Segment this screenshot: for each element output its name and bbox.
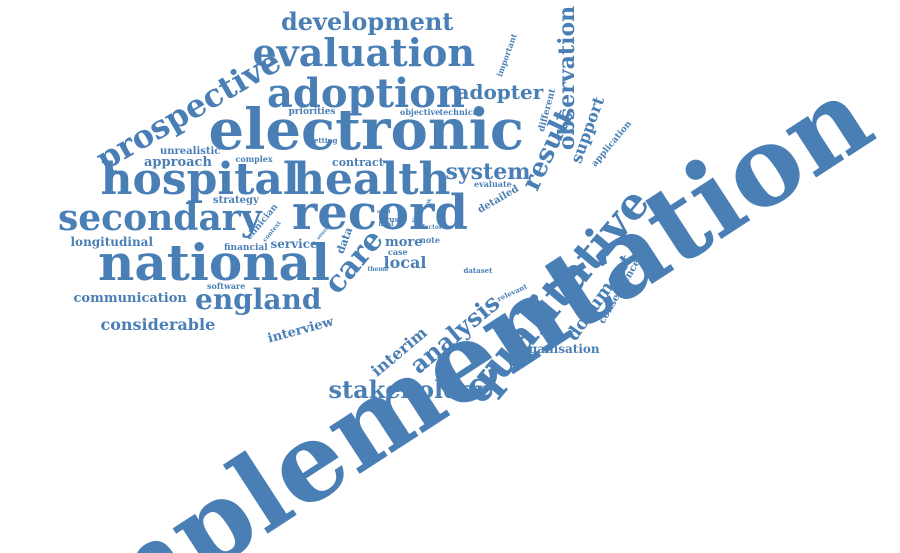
word-service: service: [271, 238, 318, 250]
word-unrealistic: unrealistic: [160, 147, 220, 157]
word-adopter: adopter: [457, 82, 544, 102]
word-note: note: [420, 236, 440, 244]
word-objective: objective: [400, 108, 440, 116]
word-longitudinal: longitudinal: [71, 236, 154, 248]
word-priorities: priorities: [289, 108, 336, 117]
word-strategy: strategy: [213, 196, 259, 206]
word-final: final: [379, 222, 394, 228]
word-communication: communication: [74, 292, 187, 305]
word-observation: observation: [556, 6, 578, 150]
word-financial: financial: [224, 244, 268, 253]
word-dataset: dataset: [464, 267, 493, 274]
word-approach: approach: [144, 156, 212, 169]
word-detailed: detailed: [476, 184, 520, 215]
word-local: local: [384, 255, 427, 271]
word-evaluate: evaluate: [474, 180, 512, 188]
word-organisation: organisation: [515, 343, 600, 355]
word-considerable: considerable: [101, 317, 216, 333]
word-need: need: [377, 210, 391, 215]
word-contract: contract: [332, 157, 384, 168]
word-stakeholder: stakeholder: [329, 378, 488, 402]
word-software: software: [207, 282, 245, 290]
word-interview: interview: [266, 315, 335, 345]
word-important: important: [495, 32, 518, 77]
word-complex: complex: [236, 155, 273, 163]
word-setting: setting: [310, 137, 338, 144]
word-evaluation: evaluation: [253, 34, 476, 72]
word-technical: technical: [440, 108, 481, 116]
word-factor: factor: [422, 225, 442, 231]
word-development: development: [281, 10, 453, 34]
word-theme: theme: [368, 267, 389, 273]
word-case: case: [388, 248, 408, 256]
